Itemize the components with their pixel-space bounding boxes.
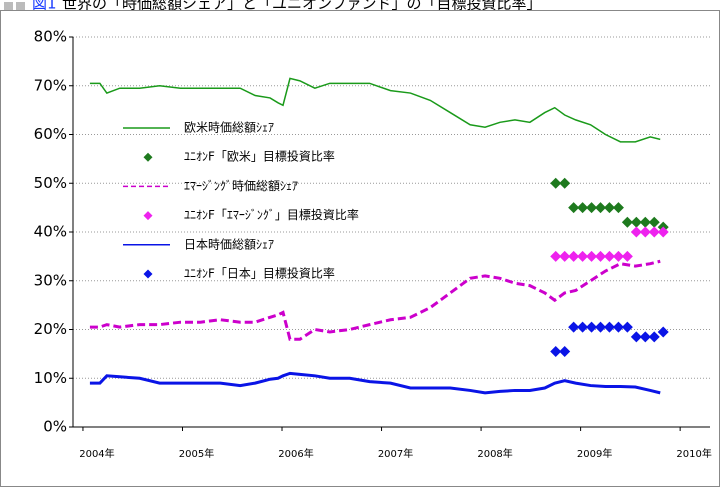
point <box>577 202 589 214</box>
legend-label: ﾕﾆｵﾝF「ｴﾏｰｼﾞﾝｸﾞ」目標投資比率 <box>184 207 359 222</box>
y-tick-label: 20% <box>34 320 67 338</box>
point <box>612 250 624 262</box>
point <box>657 326 669 338</box>
y-tick-label: 40% <box>34 223 67 241</box>
point <box>586 250 598 262</box>
y-tick-label: 30% <box>34 271 67 289</box>
legend-marker <box>143 211 153 221</box>
point <box>559 250 571 262</box>
point <box>577 250 589 262</box>
legend-label: ﾕﾆｵﾝF「日本」目標投資比率 <box>184 266 335 281</box>
point <box>550 345 562 357</box>
legend-label: ｴﾏｰｼﾞﾝｸﾞ時価総額ｼｪｱ <box>184 179 298 193</box>
point <box>630 331 642 343</box>
decoration <box>4 2 13 11</box>
legend-label: 日本時価総額ｼｪｱ <box>184 237 274 251</box>
x-tick-label: 2007年 <box>378 447 413 460</box>
figure-label: 図1 <box>32 0 57 13</box>
point <box>639 331 651 343</box>
legend-marker <box>143 269 153 279</box>
line <box>89 259 661 341</box>
y-tick-label: 70% <box>34 76 67 94</box>
x-tick-label: 2004年 <box>79 447 114 460</box>
point <box>603 202 615 214</box>
point <box>568 250 580 262</box>
point <box>559 177 571 189</box>
line <box>89 77 661 143</box>
point <box>577 321 589 333</box>
decoration <box>16 2 25 11</box>
point <box>595 321 607 333</box>
chart-title: 世界の「時価総額シェア」と「ユニオンファンド」の「目標投資比率」 <box>62 0 542 13</box>
point <box>621 250 633 262</box>
line <box>89 371 661 395</box>
point <box>657 226 669 238</box>
point <box>568 202 580 214</box>
x-tick-label: 2005年 <box>179 447 214 460</box>
point <box>559 345 571 357</box>
point <box>612 202 624 214</box>
point <box>550 250 562 262</box>
x-tick-label: 2009年 <box>577 447 612 460</box>
legend-label: 欧米時価総額ｼｪｱ <box>184 121 274 135</box>
point <box>621 216 633 228</box>
point <box>639 226 651 238</box>
point <box>595 202 607 214</box>
point <box>595 250 607 262</box>
point <box>648 216 660 228</box>
y-tick-label: 60% <box>34 125 67 143</box>
point <box>586 321 598 333</box>
point <box>603 321 615 333</box>
y-tick-label: 50% <box>34 174 67 192</box>
point <box>612 321 624 333</box>
x-tick-label: 2008年 <box>477 447 512 460</box>
point <box>648 226 660 238</box>
legend-label: ﾕﾆｵﾝF「欧米」目標投資比率 <box>184 149 335 164</box>
x-tick-label: 2006年 <box>278 447 313 460</box>
y-tick-label: 10% <box>34 369 67 387</box>
point <box>586 202 598 214</box>
point <box>550 177 562 189</box>
point <box>630 216 642 228</box>
point <box>639 216 651 228</box>
x-tick-label: 2010年 <box>676 447 711 460</box>
point <box>630 226 642 238</box>
legend-marker <box>143 152 153 162</box>
chart-frame <box>0 10 720 487</box>
y-tick-label: 0% <box>43 418 67 436</box>
y-tick-label: 80% <box>34 28 67 46</box>
point <box>648 331 660 343</box>
point <box>621 321 633 333</box>
point <box>568 321 580 333</box>
point <box>603 250 615 262</box>
